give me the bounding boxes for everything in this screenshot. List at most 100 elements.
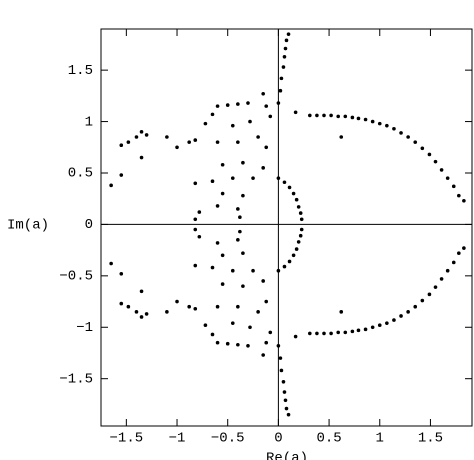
point [356,328,361,333]
point [336,330,340,335]
point [287,259,292,264]
point [236,207,240,211]
point [377,121,382,126]
point [282,264,287,269]
point [299,227,304,232]
y-tick-label: −1.5 [59,371,93,387]
point [336,114,340,119]
point [215,304,220,309]
point [215,140,220,144]
point [236,238,240,242]
point [392,318,396,322]
point [385,123,389,128]
point [193,181,198,186]
y-tick-label: 0 [85,217,93,233]
point [261,91,265,96]
point [220,162,225,167]
point [238,215,242,220]
point [427,152,432,157]
point [225,341,230,346]
point [457,251,461,256]
point [451,184,456,189]
point [370,119,375,124]
point [457,193,461,198]
point [119,143,124,148]
point [298,233,303,238]
point [261,353,265,357]
point [406,135,410,139]
point [385,321,389,325]
point [350,115,355,120]
x-tick-label: 1 [376,431,384,447]
point [282,390,287,394]
point [261,279,265,283]
point [370,325,375,330]
point [241,193,245,198]
point [278,88,283,93]
point [220,191,225,196]
y-tick-label: −0.5 [59,269,93,285]
point [420,298,425,303]
point [230,123,235,128]
point [134,135,139,139]
point [268,114,273,119]
point [230,321,235,325]
point [339,135,344,139]
point [246,343,250,348]
point [248,119,252,124]
point [392,126,396,131]
point [451,260,456,265]
point [230,176,235,180]
point [294,197,299,202]
x-tick-label: −1 [169,431,186,447]
point [215,241,220,245]
point [406,310,410,314]
point [462,198,466,203]
point [433,285,438,289]
point [165,135,169,139]
point [279,76,284,81]
point [139,130,144,134]
point [445,268,450,273]
point [210,112,215,117]
point [119,301,124,306]
point [126,140,131,144]
point [203,323,208,328]
point [251,268,255,273]
point [363,117,368,122]
point [276,101,281,105]
point [264,299,269,304]
point [350,329,355,334]
point [193,138,198,142]
point [119,173,124,177]
point [433,159,438,164]
point [296,240,301,244]
point [139,289,144,294]
point [236,342,240,347]
point [276,176,281,180]
point [215,104,220,108]
y-axis-label: Im(a) [7,218,49,234]
point [413,304,418,309]
point [293,110,298,115]
y-tick-label: 1 [85,114,93,130]
point [445,176,450,180]
point [264,104,269,108]
point [329,331,333,336]
point [329,113,333,118]
point [268,330,273,335]
point [210,265,215,270]
point [187,140,191,144]
y-tick-label: 1.5 [68,63,93,79]
point [287,185,292,190]
point [256,310,260,314]
point [284,38,289,43]
point [276,343,281,348]
point [363,327,368,332]
point [308,331,312,336]
point [282,54,287,59]
point [248,325,252,330]
point [220,253,225,258]
point [427,292,432,297]
point [139,315,144,319]
